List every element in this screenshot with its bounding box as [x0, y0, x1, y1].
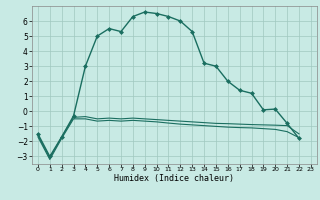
X-axis label: Humidex (Indice chaleur): Humidex (Indice chaleur)	[115, 174, 234, 183]
